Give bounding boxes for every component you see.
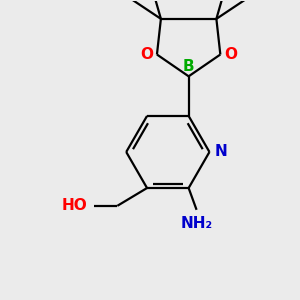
Text: B: B	[183, 59, 194, 74]
Text: N: N	[214, 145, 227, 160]
Text: O: O	[140, 47, 153, 62]
Text: HO: HO	[62, 198, 88, 213]
Text: O: O	[224, 47, 237, 62]
Text: NH₂: NH₂	[181, 216, 213, 231]
